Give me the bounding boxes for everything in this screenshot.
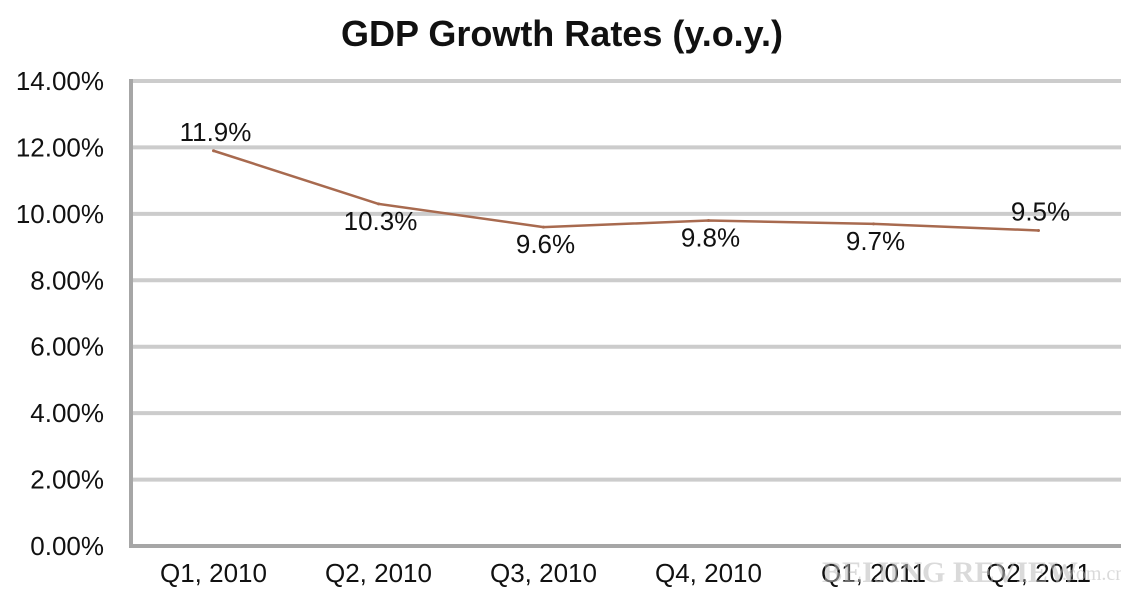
x-tick-labels: Q1, 2010 Q2, 2010 Q3, 2010 Q4, 2010 Q1, 2011… xyxy=(160,558,1091,588)
data-label: 9.7% xyxy=(846,226,905,256)
y-tick-label: 4.00% xyxy=(30,398,104,428)
data-point xyxy=(707,219,710,222)
watermark-brand: BEIJING REVIEW xyxy=(822,556,1078,589)
data-point xyxy=(542,225,545,229)
data-point xyxy=(1037,228,1040,232)
data-point xyxy=(212,149,215,153)
x-tick-label: Q3, 2010 xyxy=(490,558,597,588)
data-labels: 11.9% 10.3% 9.6% 9.8% 9.7% 9.5% xyxy=(180,117,1071,259)
y-tick-label: 8.00% xyxy=(30,265,104,295)
y-tick-label: 6.00% xyxy=(30,332,104,362)
data-point xyxy=(872,222,875,226)
data-label: 9.5% xyxy=(1011,196,1070,226)
data-label: 11.9% xyxy=(180,117,252,147)
y-tick-label: 0.00% xyxy=(30,531,104,561)
y-tick-label: 12.00% xyxy=(16,132,104,162)
gridlines xyxy=(131,79,1121,482)
series-layer xyxy=(212,149,1040,232)
watermark: BEIJING REVIEW .com.cn xyxy=(822,556,1121,589)
axes xyxy=(129,79,1121,548)
y-tick-label: 2.00% xyxy=(30,465,104,495)
data-label: 9.6% xyxy=(516,229,575,259)
data-label: 10.3% xyxy=(344,206,418,236)
series-line xyxy=(213,149,1039,232)
data-point xyxy=(377,202,380,206)
x-tick-label: Q2, 2010 xyxy=(325,558,432,588)
y-tick-labels: 0.00% 2.00% 4.00% 6.00% 8.00% 10.00% 12.00% 14.… xyxy=(16,66,104,561)
x-tick-label: Q4, 2010 xyxy=(655,558,762,588)
chart-title: GDP Growth Rates (y.o.y.) xyxy=(341,13,783,54)
y-tick-label: 10.00% xyxy=(16,199,104,229)
x-tick-label: Q1, 2011 xyxy=(821,558,926,588)
watermark-domain: .com.cn xyxy=(1062,563,1121,585)
y-tick-label: 14.00% xyxy=(16,66,104,96)
x-tick-label: Q2, 2011 xyxy=(986,558,1091,588)
x-tick-label: Q1, 2010 xyxy=(160,558,267,588)
data-label: 9.8% xyxy=(681,223,740,253)
